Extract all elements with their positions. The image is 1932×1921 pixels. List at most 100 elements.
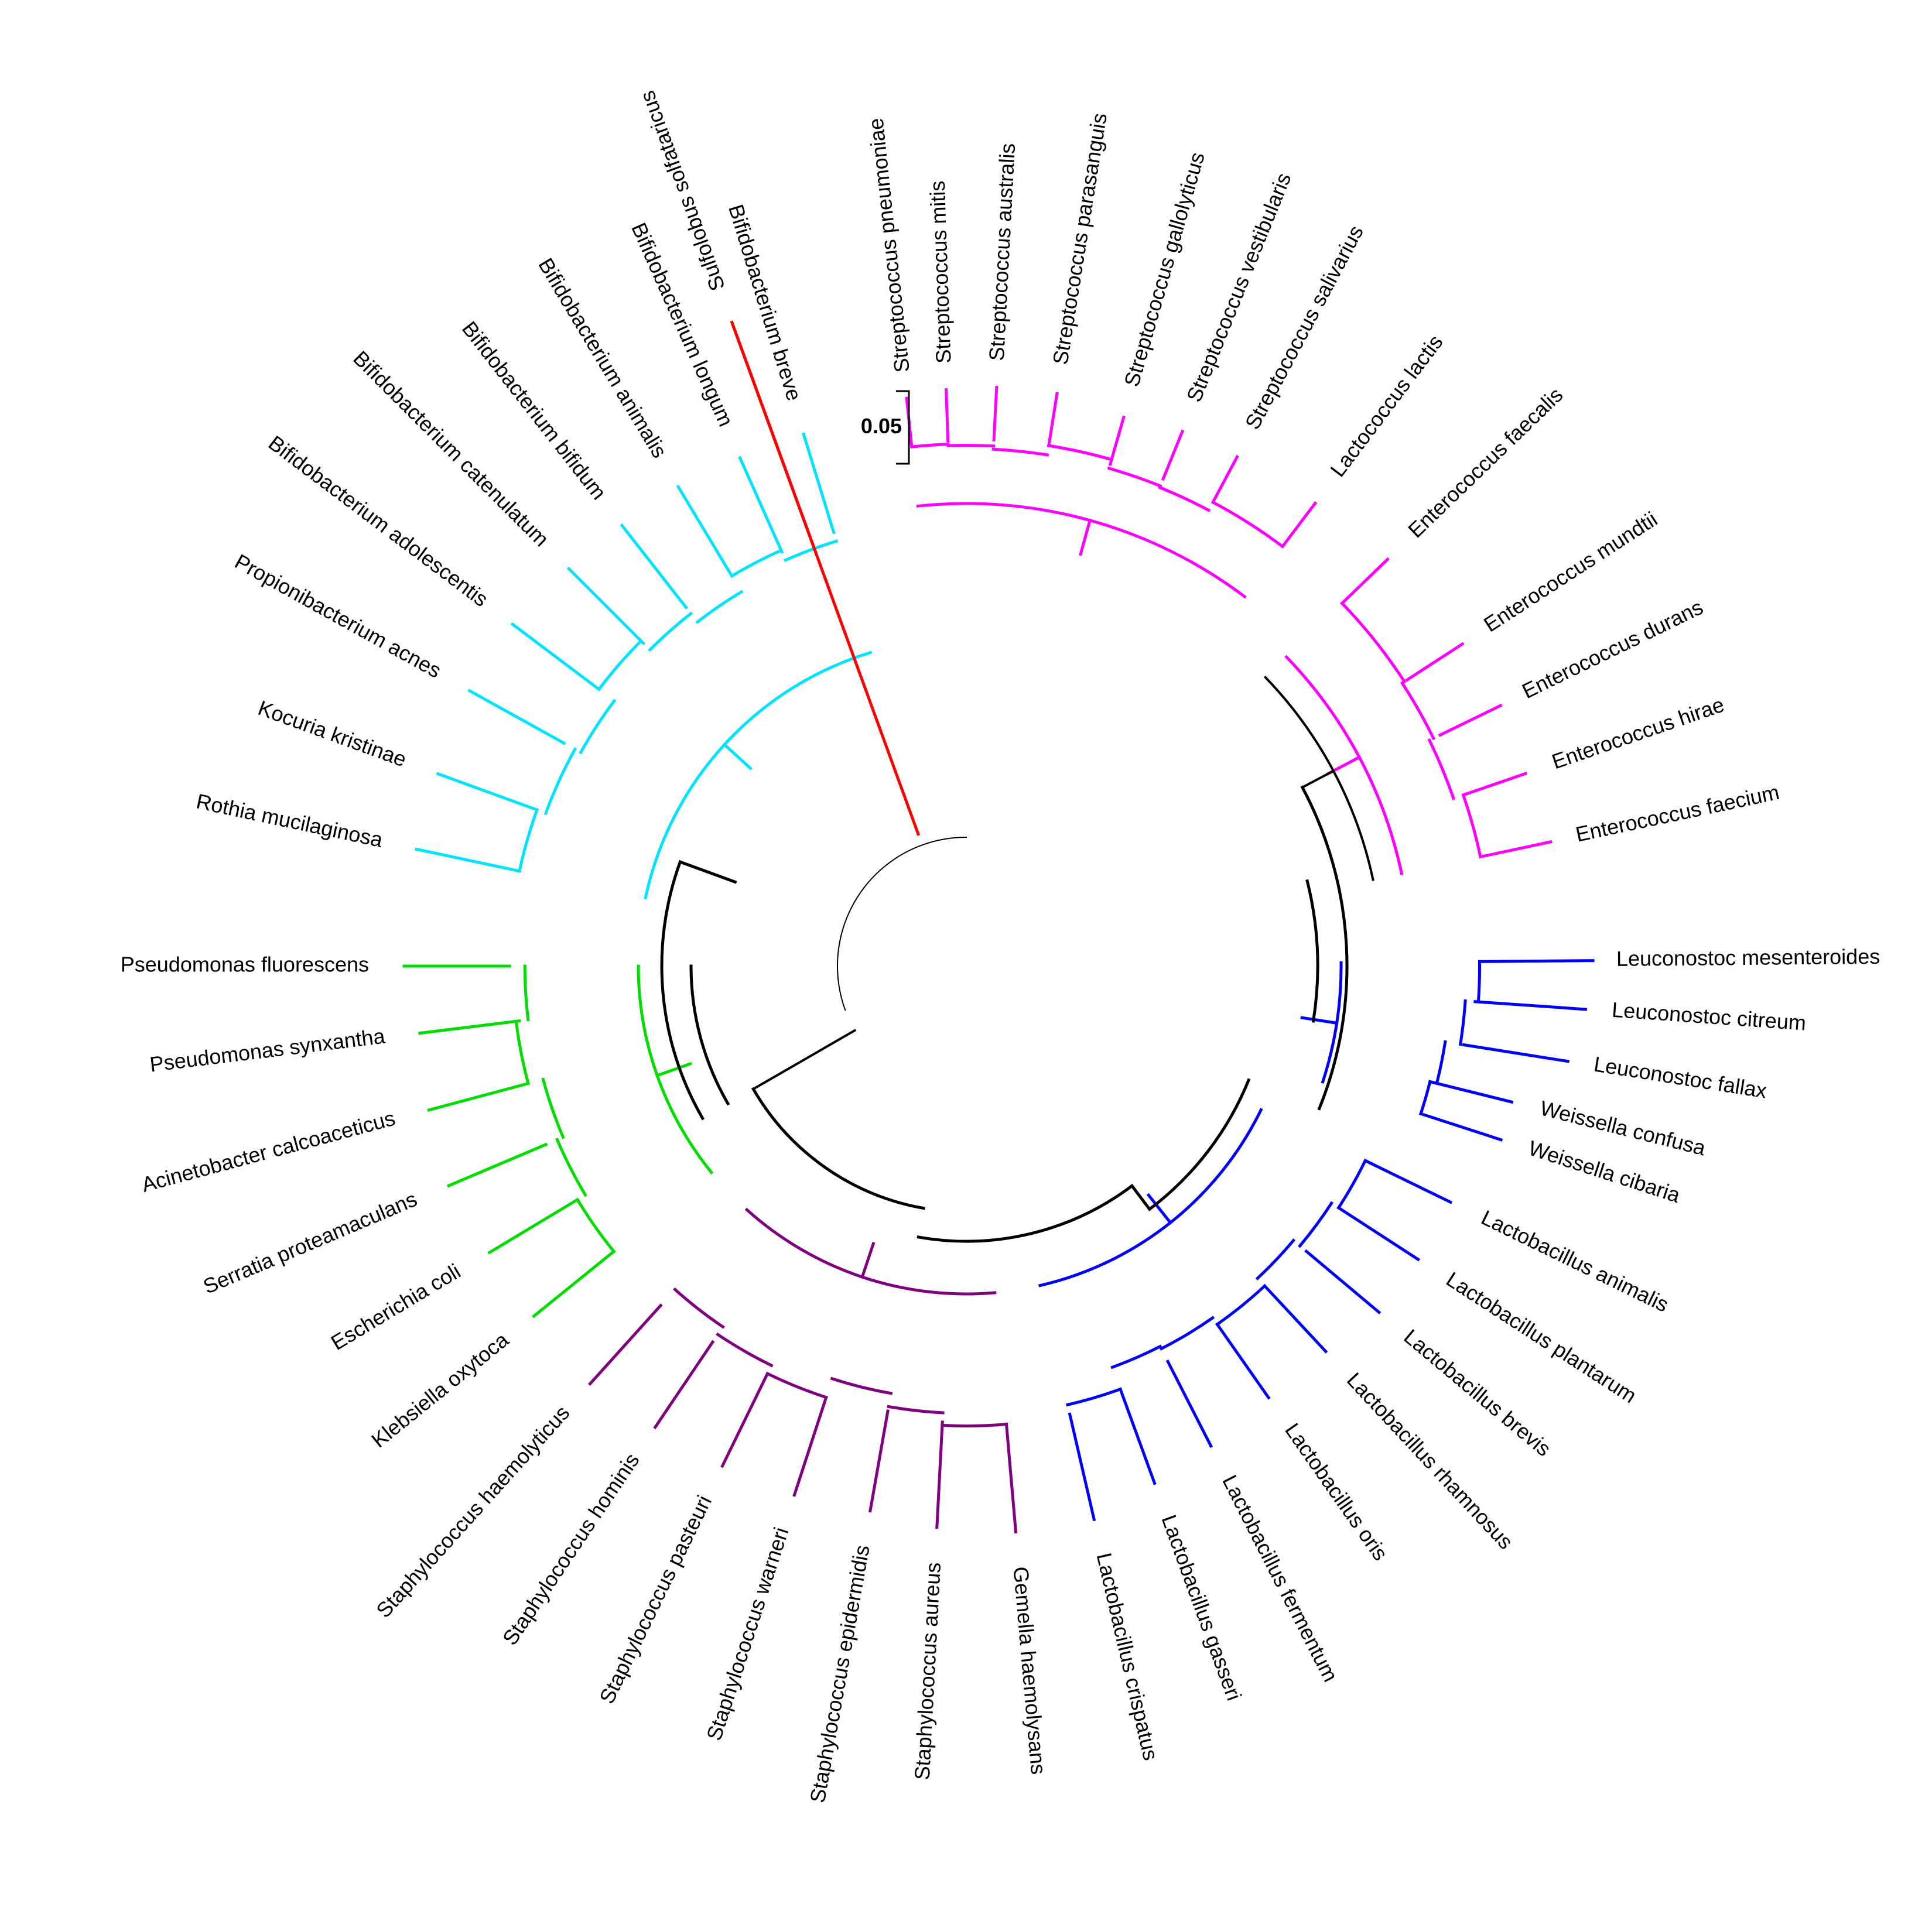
branch-streptococcus-mitis — [945, 388, 950, 443]
clade-arc-staphylococcaceae — [830, 1376, 893, 1395]
taxon-label-lactococcus-lactis: Lactococcus lactis — [1325, 330, 1448, 481]
clade-arc-proteobacteria — [523, 964, 530, 1022]
branch-kocuria-kristinae — [436, 772, 539, 812]
branch-bifidobacterium-bifidum — [620, 523, 689, 610]
taxon-labels: Sulfolobus solfataricus Streptococcus pne… — [121, 88, 1880, 1804]
clade-arc-proteobacteria — [514, 1019, 530, 1086]
clade-arc-streptococcaceae — [991, 447, 1049, 457]
clade-arc-staphylococcaceae — [941, 1422, 1008, 1427]
clade-arc-actinobacteria — [695, 590, 744, 624]
branch-enterococcus-durans — [1438, 703, 1503, 737]
branch-staphylococcus-warneri — [792, 1395, 828, 1497]
clade-arc-lactobacillaceae — [1066, 1387, 1123, 1407]
taxon-label-kocuria-kristinae: Kocuria kristinae — [255, 696, 409, 772]
taxon-label-staphylococcus-pasteuri: Staphylococcus pasteuri — [594, 1492, 716, 1708]
taxon-label-serratia-proteamaculans: Serratia proteamaculans — [200, 1187, 420, 1299]
branch-leuconostoc-mesenteroides — [1478, 959, 1595, 963]
branch-staphylococcus-pasteuri — [720, 1371, 770, 1468]
scale-bar-line — [896, 390, 910, 465]
clade-arc-streptococcaceae — [1211, 500, 1285, 549]
clade-arc-actinobacteria — [597, 639, 644, 691]
clade-arc-proteobacteria — [541, 1077, 565, 1139]
branch-bifidobacterium-longum — [738, 456, 784, 554]
clade-arc-enterococcaceae — [1461, 793, 1482, 859]
backbone-stem — [1301, 769, 1335, 789]
branch-bifidobacterium-catenulatum — [566, 566, 646, 646]
taxon-label-lactobacillus-crispatus: Lactobacillus crispatus — [1092, 1550, 1163, 1762]
clade-arc-proteobacteria — [555, 1138, 587, 1197]
taxon-label-staphylococcus-warneri: Staphylococcus warneri — [702, 1524, 793, 1743]
clade-arc-enterococcaceae — [1340, 601, 1407, 684]
branch-root-archaea — [730, 320, 921, 836]
branch-pseudomonas-synxantha — [418, 1019, 521, 1035]
clade-stem-lactobacillaceae — [1146, 1193, 1173, 1225]
taxon-label-staphylococcus-epidermidis: Staphylococcus epidermidis — [805, 1543, 874, 1805]
branch-streptococcus-salivarius — [1211, 454, 1239, 505]
branch-enterococcus-faecium — [1482, 840, 1553, 858]
backbone-arc — [660, 860, 705, 1121]
backbone-stem — [678, 860, 737, 884]
taxon-label-gemella-haemolysans: Gemella haemolysans — [1008, 1566, 1051, 1775]
clade-stem-actinobacteria — [722, 742, 753, 771]
backbone-arc — [689, 964, 730, 1106]
taxon-label-streptococcus-mitis: Streptococcus mitis — [925, 180, 956, 364]
taxon-label-leuconostoc-citreum: Leuconostoc citreum — [1611, 998, 1807, 1035]
branch-gemella-haemolysans — [1004, 1422, 1018, 1534]
taxon-label-streptococcus-pneumoniae: Streptococcus pneumoniae — [863, 117, 914, 374]
branch-propionibacterium-acnes — [467, 689, 566, 745]
clade-stem-streptococcaceae — [1079, 518, 1092, 556]
clade-arc-actinobacteria — [518, 807, 539, 873]
clade-arc-enterococcaceae — [1400, 681, 1436, 741]
branch-lactobacillus-rhamnosus — [1262, 1283, 1328, 1354]
backbone-arc — [837, 943, 846, 1011]
clade-arc-lactobacillaceae — [1215, 1283, 1267, 1327]
clade-arc-actinobacteria — [784, 539, 839, 562]
branch-enterococcus-hirae — [1461, 772, 1528, 797]
clade-arc-lactobacillaceae — [1159, 1316, 1215, 1351]
branch-bifidobacterium-adolescentis — [510, 622, 601, 691]
taxon-label-leuconostoc-mesenteroides: Leuconostoc mesenteroides — [1616, 944, 1880, 971]
taxon-label-escherichia-coli: Escherichia coli — [327, 1259, 465, 1355]
taxon-label-enterococcus-hirae: Enterococcus hirae — [1549, 692, 1728, 773]
branch-enterococcus-faecalis — [1340, 557, 1390, 605]
taxon-label-streptococcus-australis: Streptococcus australis — [984, 143, 1020, 362]
branch-staphylococcus-hominis — [653, 1340, 715, 1430]
backbone-arc — [1147, 1078, 1251, 1211]
clade-arc-leuconostocaceae — [1435, 1040, 1447, 1086]
taxon-label-bifidobacterium-breve: Bifidobacterium breve — [724, 201, 806, 403]
taxon-label-lactobacillus-gasseri: Lactobacillus gasseri — [1157, 1512, 1247, 1704]
taxon-label-enterococcus-durans: Enterococcus durans — [1518, 595, 1707, 703]
clade-arc-streptococcaceae — [1158, 485, 1211, 512]
taxon-label-pseudomonas-fluorescens: Pseudomonas fluorescens — [121, 953, 369, 977]
backbone-stem — [751, 1029, 857, 1091]
clade-arc-staphylococcaceae — [673, 1287, 725, 1329]
branch-leuconostoc-fallax — [1462, 1043, 1570, 1063]
clade-arc-lactobacillaceae — [1336, 1158, 1367, 1210]
clade-arc-actinobacteria — [543, 747, 577, 815]
taxon-label-lactobacillus-oris: Lactobacillus oris — [1280, 1419, 1393, 1565]
clade-arc-leuconostocaceae — [1476, 960, 1482, 1004]
branch-streptococcus-parasanguis — [1047, 392, 1059, 447]
taxon-label-enterococcus-faecium: Enterococcus faecium — [1574, 780, 1781, 847]
clade-stem-staphylococcaceae — [860, 1242, 876, 1279]
taxon-label-staphylococcus-hominis: Staphylococcus hominis — [498, 1449, 644, 1649]
taxon-label-bifidobacterium-longum: Bifidobacterium longum — [627, 219, 738, 430]
branch-escherichia-coli — [487, 1197, 580, 1255]
tree-branches — [402, 320, 1595, 1534]
taxon-label-rothia-mucilaginosa: Rothia mucilaginosa — [194, 789, 386, 852]
clade-arc-lactobacillaceae — [1298, 1201, 1334, 1248]
branch-rothia-mucilaginosa — [415, 847, 521, 873]
clade-arc-streptococcaceae — [1047, 444, 1114, 461]
taxon-label-staphylococcus-aureus: Staphylococcus aureus — [910, 1562, 945, 1780]
branch-lactobacillus-gasseri — [1118, 1387, 1157, 1485]
scale-bar-label: 0.05 — [861, 414, 902, 438]
taxon-label-lactobacillus-fermentum: Lactobacillus fermentum — [1218, 1471, 1343, 1686]
taxon-label-propionibacterium-acnes: Propionibacterium acnes — [231, 549, 445, 683]
branch-klebsiella-oxytoca — [532, 1249, 616, 1319]
branch-bifidobacterium-animalis — [676, 484, 734, 578]
branch-staphylococcus-aureus — [935, 1420, 944, 1529]
clade-arc-streptococcaceae — [910, 443, 950, 448]
taxon-label-acinetobacter-calcoaceticus: Acinetobacter calcoaceticus — [139, 1106, 398, 1197]
clade-arc-leuconostocaceae — [1418, 1080, 1432, 1116]
backbone-arc — [751, 1087, 925, 1210]
